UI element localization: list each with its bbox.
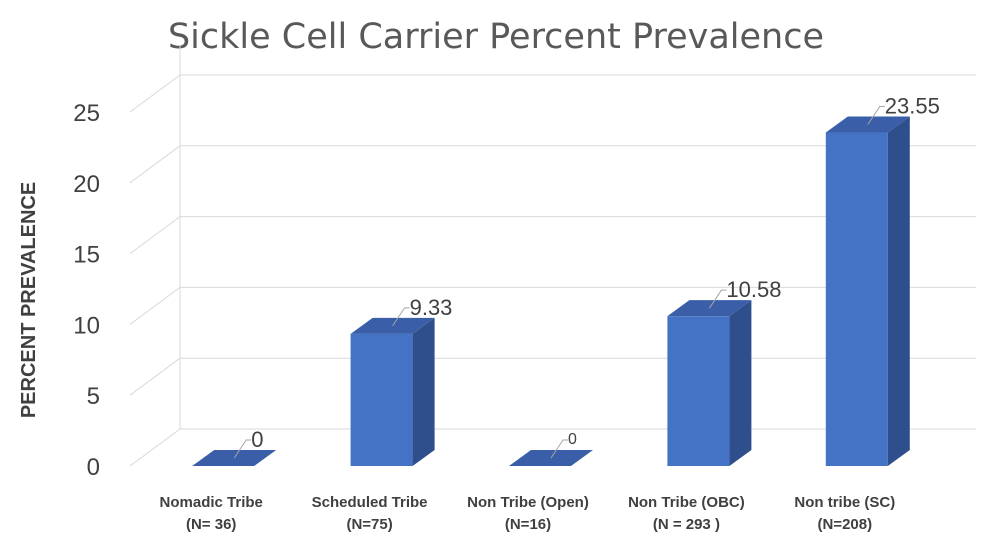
x-category-label: Non Tribe (Open) xyxy=(467,494,589,511)
bar-front-face xyxy=(350,333,413,466)
y-axis-ticks: 0 5 10 15 20 25 xyxy=(73,100,100,481)
gridline-slant xyxy=(129,286,181,325)
gridline-slant xyxy=(129,145,181,184)
bar-side-face xyxy=(412,317,435,466)
y-tick-label: 20 xyxy=(73,171,100,198)
data-label: 10.58 xyxy=(726,277,781,302)
x-category-label: (N=75) xyxy=(346,516,392,533)
x-category-label: Non Tribe (OBC) xyxy=(628,494,745,511)
gridline-slant xyxy=(129,428,181,467)
bar xyxy=(667,300,752,466)
data-label: 9.33 xyxy=(410,295,453,320)
gridline-slant xyxy=(129,74,181,113)
x-category-label: (N= 36) xyxy=(186,516,236,533)
y-axis-label: PERCENT PREVALENCE xyxy=(18,182,40,418)
gridline-slant xyxy=(129,216,181,255)
data-label-leader xyxy=(233,439,252,459)
data-label: 0 xyxy=(251,427,263,452)
data-label-leader xyxy=(867,106,885,125)
chart-title: Sickle Cell Carrier Percent Prevalence xyxy=(168,17,824,57)
gridline-slant xyxy=(129,357,181,396)
bars xyxy=(192,116,910,467)
bar-front-face xyxy=(667,316,730,466)
y-tick-label: 10 xyxy=(73,312,100,339)
x-category-label: (N = 293 ) xyxy=(653,516,720,533)
bar xyxy=(350,317,435,466)
x-category-label: (N=16) xyxy=(505,516,551,533)
data-label-leader xyxy=(392,307,410,327)
bar-side-face xyxy=(887,116,910,467)
data-labels: 0 9.33 0 10.58 23.55 xyxy=(233,94,940,459)
data-label: 0 xyxy=(568,431,577,448)
y-tick-label: 15 xyxy=(73,242,100,269)
y-tick-label: 5 xyxy=(87,383,100,410)
x-category-label: (N=208) xyxy=(817,516,872,533)
x-axis-categories: Nomadic Tribe (N= 36) Scheduled Tribe (N=75… xyxy=(160,494,896,533)
bar-front-face xyxy=(825,132,888,467)
bar xyxy=(825,116,910,467)
x-category-label: Nomadic Tribe xyxy=(160,494,263,511)
y-tick-label: 25 xyxy=(73,100,100,127)
data-label-leader xyxy=(550,439,568,459)
x-category-label: Scheduled Tribe xyxy=(312,494,428,511)
bar-side-face xyxy=(729,300,752,466)
data-label: 23.55 xyxy=(885,94,940,119)
x-category-label: Non tribe (SC) xyxy=(794,494,895,511)
data-label-leader xyxy=(708,289,727,309)
y-tick-label: 0 xyxy=(87,454,100,481)
